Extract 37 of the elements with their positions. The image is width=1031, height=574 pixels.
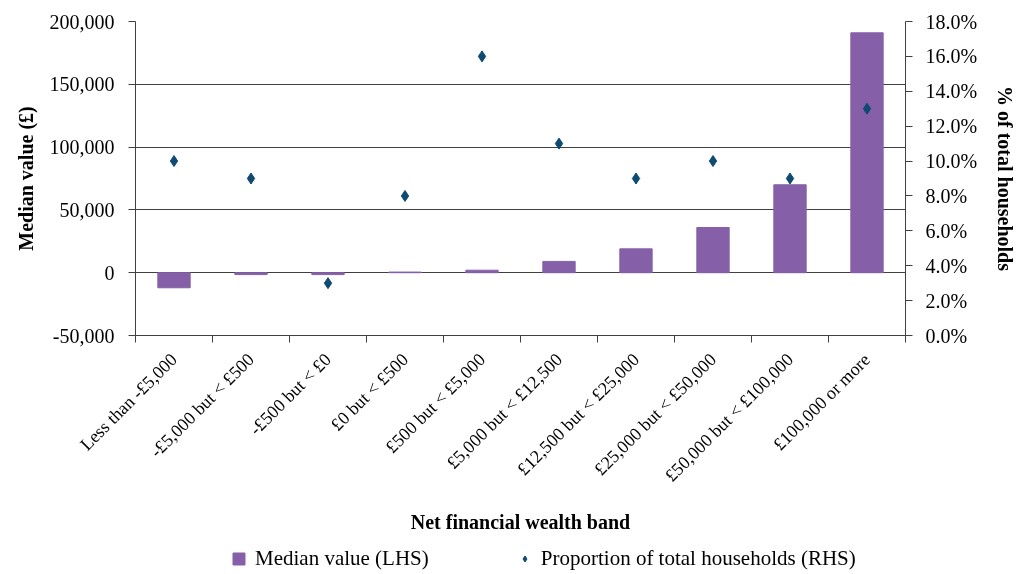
y2-tick-label: 0.0%	[925, 324, 968, 347]
bar	[773, 184, 807, 274]
bar	[157, 272, 191, 289]
y-tick-label: 0	[104, 261, 115, 284]
point	[246, 172, 256, 185]
point	[400, 189, 410, 202]
legend-label: Median value (LHS)	[255, 546, 429, 571]
point	[323, 277, 333, 290]
y2-tick-label: 16.0%	[925, 45, 978, 68]
point	[708, 155, 718, 168]
point	[785, 172, 795, 185]
x-axis-title: Net financial wealth band	[410, 510, 631, 533]
bar	[696, 226, 730, 274]
y2-tick-label: 14.0%	[925, 80, 978, 103]
y2-tick-label: 8.0%	[925, 184, 968, 207]
point	[862, 102, 872, 115]
y-tick-label: 150,000	[49, 73, 115, 96]
point	[554, 137, 564, 150]
y-tick-label: 100,000	[49, 136, 115, 159]
y2-axis-title: % of total households	[994, 85, 1017, 272]
bar	[850, 32, 884, 274]
y-tick-label: 50,000	[59, 198, 115, 221]
point	[169, 155, 179, 168]
point	[631, 172, 641, 185]
y2-tick-label: 12.0%	[925, 115, 978, 138]
bar	[542, 260, 576, 274]
y2-tick-label: 18.0%	[925, 10, 978, 33]
y2-tick-label: 4.0%	[925, 254, 968, 277]
y2-tick-label: 6.0%	[925, 219, 968, 242]
y-axis-title: Median value (£)	[14, 106, 38, 251]
legend-label: Proportion of total households (RHS)	[540, 546, 856, 571]
bar	[619, 248, 653, 274]
y2-tick-label: 2.0%	[925, 289, 968, 312]
y2-tick-label: 10.0%	[925, 150, 978, 173]
y-tick-label: -50,000	[52, 324, 115, 347]
point	[477, 50, 487, 63]
y-tick-label: 200,000	[49, 10, 115, 33]
